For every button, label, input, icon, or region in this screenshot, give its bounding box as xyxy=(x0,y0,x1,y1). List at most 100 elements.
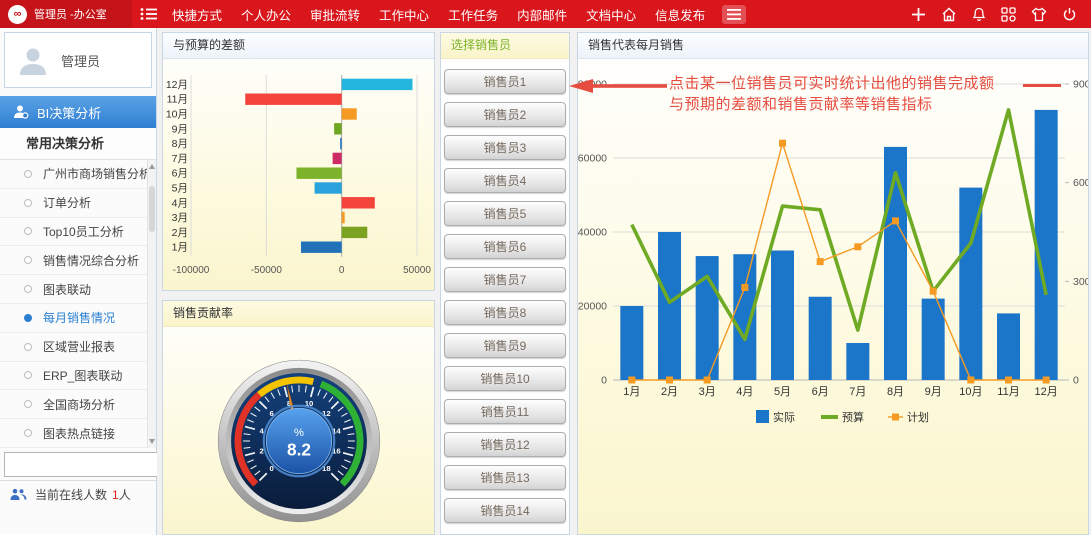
topbar-menu-item[interactable]: 内部邮件 xyxy=(517,8,568,23)
bullet-icon xyxy=(24,198,32,207)
sidebar-item[interactable]: 订单分析 xyxy=(0,189,156,218)
sidebar-item[interactable]: Top10员工分析 xyxy=(0,218,156,247)
online-label: 当前在线人数 xyxy=(35,487,108,502)
apps-grid-icon[interactable] xyxy=(1001,6,1016,22)
svg-text:1月: 1月 xyxy=(623,386,640,398)
sales-person-button[interactable]: 销售员12 xyxy=(444,432,566,457)
sidebar-item-label: 广州市商场销售分析 xyxy=(43,167,152,182)
bullet-icon xyxy=(24,371,32,380)
topbar-menu: 快捷方式 个人办公 审批流转 工作中心 工作任务 内部邮件 文档中心 信息发布 xyxy=(172,5,705,24)
panel-budget-title: 与预算的差额 xyxy=(163,33,434,59)
svg-text:5月: 5月 xyxy=(172,183,188,195)
sales-person-button[interactable]: 销售员1 xyxy=(444,69,566,94)
svg-text:11月: 11月 xyxy=(997,386,1019,398)
sidebar-group-title: 常用决策分析 xyxy=(0,128,156,160)
top-navigation-bar: ∞ 管理员 -办公室 快捷方式 个人办公 审批流转 工作中心 工作任务 内部邮件 文档中心 信… xyxy=(0,0,1091,28)
sales-person-button[interactable]: 销售员13 xyxy=(444,465,566,490)
sidebar-section-label: BI决策分析 xyxy=(37,105,102,121)
topbar-menu-item[interactable]: 快捷方式 xyxy=(172,8,223,23)
user-card: 管理员 xyxy=(4,32,152,88)
sidebar-scrollbar[interactable] xyxy=(147,160,156,448)
sales-person-button[interactable]: 销售员6 xyxy=(444,234,566,259)
avatar xyxy=(15,42,51,78)
annotation-dash xyxy=(1023,84,1061,87)
sidebar-item[interactable]: 图表联动 xyxy=(0,275,156,304)
svg-text:4月: 4月 xyxy=(172,197,188,209)
svg-text:2: 2 xyxy=(259,447,263,456)
svg-text:40000: 40000 xyxy=(578,227,607,239)
search-input[interactable] xyxy=(4,451,172,477)
annotation-text: 点击某一位销售员可实时统计出他的销售完成额 与预期的差额和销售贡献率等销售指标 xyxy=(669,75,995,113)
sidebar-menu: 广州市商场销售分析 订单分析 Top10员工分析 销售情况综合分析 图表联动 每月销售情况… xyxy=(0,160,156,448)
shirt-icon[interactable] xyxy=(1031,7,1047,22)
svg-text:-50000: -50000 xyxy=(251,265,283,276)
person-gear-icon xyxy=(14,105,29,119)
topbar-menu-item[interactable]: 信息发布 xyxy=(655,8,706,23)
sidebar-item-label: ERP_图表联动 xyxy=(43,368,123,383)
svg-text:0: 0 xyxy=(269,464,273,473)
svg-text:3月: 3月 xyxy=(172,212,188,224)
svg-text:90000: 90000 xyxy=(1073,79,1088,91)
power-icon[interactable] xyxy=(1062,7,1077,22)
sales-person-button[interactable]: 销售员4 xyxy=(444,168,566,193)
svg-text:60000: 60000 xyxy=(1073,177,1088,189)
home-icon[interactable] xyxy=(941,7,957,22)
topbar-menu-item[interactable]: 工作中心 xyxy=(379,8,430,23)
menu-toggle-icon[interactable] xyxy=(722,4,747,24)
sales-person-button[interactable]: 销售员9 xyxy=(444,333,566,358)
topbar-menu-item[interactable]: 审批流转 xyxy=(310,8,361,23)
svg-text:3月: 3月 xyxy=(699,386,716,398)
sidebar-item[interactable]: 每月销售情况 xyxy=(0,304,156,333)
sidebar-item[interactable]: 销售情况综合分析 xyxy=(0,246,156,276)
topbar-menu-item[interactable]: 个人办公 xyxy=(241,8,292,23)
svg-text:2月: 2月 xyxy=(172,227,188,239)
sales-person-button[interactable]: 销售员8 xyxy=(444,300,566,325)
bullet-icon xyxy=(24,400,32,409)
svg-text:12: 12 xyxy=(322,409,331,418)
panel-monthly-sales: 销售代表每月销售 0200004000060000800000300006000… xyxy=(577,32,1091,535)
sales-person-button[interactable]: 销售员5 xyxy=(444,201,566,226)
sidebar-item[interactable]: 全国商场分析 xyxy=(0,390,156,420)
svg-text:30000: 30000 xyxy=(1073,276,1088,288)
bullet-icon xyxy=(24,256,32,265)
sidebar-item-label: 全国商场分析 xyxy=(43,397,116,412)
scroll-down-arrow-icon[interactable] xyxy=(149,439,155,444)
svg-text:实际: 实际 xyxy=(773,410,795,424)
svg-text:6月: 6月 xyxy=(812,386,829,398)
sidebar-section-bi[interactable]: BI决策分析 xyxy=(0,96,156,128)
online-count: 1 xyxy=(112,487,119,502)
svg-text:18: 18 xyxy=(322,464,331,473)
scroll-up-arrow-icon[interactable] xyxy=(149,164,155,169)
panel-contribution-title: 销售贡献率 xyxy=(163,301,434,327)
sidebar-item[interactable]: 广州市商场销售分析 xyxy=(0,160,156,189)
sidebar-item-label: 区域营业报表 xyxy=(43,340,116,355)
app-logo-block[interactable]: ∞ 管理员 -办公室 xyxy=(0,0,132,28)
sales-person-button[interactable]: 销售员2 xyxy=(444,102,566,127)
sidebar-item[interactable]: 图表热点链接 xyxy=(0,419,156,448)
sales-person-button[interactable]: 销售员3 xyxy=(444,135,566,160)
sidebar-item-label: 订单分析 xyxy=(43,196,92,211)
panel-monthly-title: 销售代表每月销售 xyxy=(578,33,1088,59)
scrollbar-thumb[interactable] xyxy=(149,186,155,232)
svg-text:4月: 4月 xyxy=(736,386,753,398)
list-icon[interactable] xyxy=(140,7,158,21)
svg-text:-100000: -100000 xyxy=(173,265,210,276)
svg-text:9月: 9月 xyxy=(172,123,188,135)
topbar-menu-item[interactable]: 工作任务 xyxy=(448,8,499,23)
svg-text:4: 4 xyxy=(259,427,264,436)
svg-text:14: 14 xyxy=(332,427,341,436)
bullet-icon xyxy=(24,227,32,236)
bell-icon[interactable] xyxy=(972,7,986,22)
svg-text:6: 6 xyxy=(269,409,274,418)
plus-icon[interactable] xyxy=(911,7,926,22)
svg-text:0: 0 xyxy=(601,375,607,387)
sales-person-button[interactable]: 销售员7 xyxy=(444,267,566,292)
sales-person-button[interactable]: 销售员11 xyxy=(444,399,566,424)
sales-person-button[interactable]: 销售员10 xyxy=(444,366,566,391)
sales-person-button[interactable]: 销售员14 xyxy=(444,498,566,523)
topbar-menu-item[interactable]: 文档中心 xyxy=(586,8,637,23)
sidebar-item[interactable]: 区域营业报表 xyxy=(0,333,156,362)
sidebar-item[interactable]: ERP_图表联动 xyxy=(0,362,156,391)
svg-text:12月: 12月 xyxy=(166,79,188,91)
